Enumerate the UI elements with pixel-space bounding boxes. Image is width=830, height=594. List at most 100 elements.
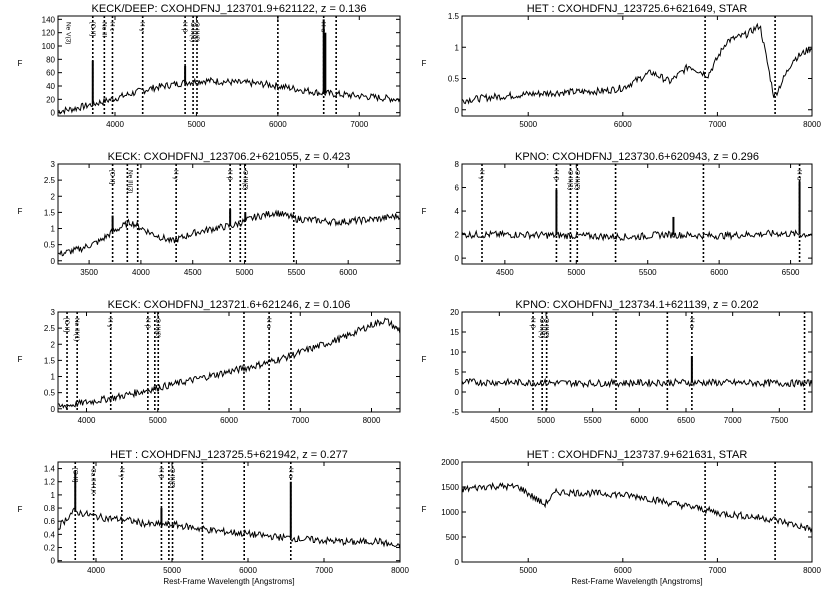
plot-frame (461, 311, 813, 413)
emission-line-label: H γ (172, 170, 179, 181)
y-tick-label: 15 (450, 328, 459, 337)
x-tick-label: 6000 (630, 416, 648, 425)
y-tick-label: 0 (455, 254, 460, 263)
x-tick-label: 7000 (291, 416, 309, 425)
y-tick-label: 0 (455, 558, 460, 567)
x-tick-label: 4500 (184, 268, 202, 277)
y-axis-label: F (422, 207, 427, 216)
x-tick-label: 7500 (770, 416, 788, 425)
y-tick-label: 1.5 (44, 356, 56, 365)
emission-line-label: Ne III(3) (127, 170, 134, 193)
x-tick-label: 6500 (782, 268, 800, 277)
panel-7: HET : CXOHDFNJ_123737.9+621631, STAR F 500… (422, 449, 822, 586)
emission-line-label: O III(2) (154, 318, 161, 338)
chart-title: KPNO: CXOHDFNJ_123730.6+620943, z = 0.29… (515, 151, 759, 163)
x-tick-label: 5000 (519, 566, 537, 575)
x-tick-label: 6000 (239, 566, 257, 575)
spectrum-line (58, 317, 400, 410)
emission-line-label: H α (688, 318, 695, 329)
emission-line-label: O III(1) (566, 170, 573, 190)
y-tick-label: 2 (51, 340, 56, 349)
emission-line-label: O III(2) (543, 318, 550, 338)
emission-line-label: [O II] (63, 318, 70, 332)
emission-line-label: Ne III(1) (73, 318, 80, 341)
chart-title: KECK: CXOHDFNJ_123721.6+621246, z = 0.10… (108, 299, 351, 311)
x-axis-label: Rest-Frame Wavelength [Angstroms] (571, 577, 702, 586)
plot-frame (461, 461, 813, 563)
plot-area (58, 462, 400, 562)
y-tick-label: 1.4 (44, 465, 56, 474)
y-tick-label: 1 (455, 43, 460, 52)
y-tick-label: 1.5 (44, 208, 56, 217)
y-tick-label: 40 (46, 82, 55, 91)
x-tick-label: 3500 (80, 268, 98, 277)
y-tick-label: 0.5 (44, 389, 56, 398)
x-tick-label: 7000 (709, 120, 727, 129)
x-tick-label: 8000 (391, 566, 409, 575)
emission-line-label: O III(2) (241, 170, 248, 190)
emission-line-label: H β (529, 318, 536, 329)
y-axis-label: F (18, 355, 23, 364)
y-axis-label: F (422, 505, 427, 514)
plot-area (462, 462, 812, 562)
emission-line-label: H α (265, 318, 272, 329)
spectrum-line (58, 209, 400, 257)
y-tick-label: 5 (455, 368, 460, 377)
chart-title: HET : CXOHDFNJ_123725.5+621942, z = 0.27… (110, 449, 348, 461)
emission-line-label: O III(2) (573, 170, 580, 190)
spectrum-line (462, 377, 812, 389)
y-tick-label: 6 (455, 184, 460, 193)
y-tick-label: 0 (455, 388, 460, 397)
y-tick-label: 1 (51, 373, 56, 382)
y-tick-label: 2.5 (44, 176, 56, 185)
y-tick-label: 2000 (441, 458, 459, 467)
y-tick-label: 0 (51, 405, 56, 414)
x-tick-label: 4000 (106, 120, 124, 129)
y-tick-label: 120 (42, 29, 56, 38)
x-tick-label: 8000 (803, 566, 821, 575)
x-axis-label: Rest-Frame Wavelength [Angstroms] (163, 577, 294, 586)
x-tick-label: 5000 (163, 566, 181, 575)
y-tick-label: 20 (450, 308, 459, 317)
chart-title: KPNO: CXOHDFNJ_123734.1+621139, z = 0.20… (515, 299, 758, 311)
plot-area (58, 16, 400, 116)
plot-frame (461, 163, 813, 265)
emission-line-label: H γ (139, 22, 146, 33)
spectrum-line (58, 507, 400, 550)
y-tick-label: 3 (51, 160, 56, 169)
x-tick-label: 5000 (236, 268, 254, 277)
y-tick-label: 500 (446, 533, 460, 542)
panel-2: KECK: CXOHDFNJ_123706.2+621055, z = 0.42… (18, 151, 401, 277)
x-tick-label: 7000 (724, 416, 742, 425)
y-tick-label: 10 (450, 348, 459, 357)
x-tick-label: 5000 (537, 416, 555, 425)
x-tick-label: 6000 (220, 416, 238, 425)
y-tick-label: 60 (46, 69, 55, 78)
x-tick-label: 8000 (363, 416, 381, 425)
panel-4: KECK: CXOHDFNJ_123721.6+621246, z = 0.10… (18, 299, 401, 425)
emission-line-label: H β (181, 22, 188, 33)
emission-line-label: H γ (118, 468, 125, 479)
y-tick-label: 80 (46, 55, 55, 64)
x-tick-label: 6500 (677, 416, 695, 425)
x-tick-label: 5000 (149, 416, 167, 425)
emission-line-label: H β (157, 468, 164, 479)
y-tick-label: 0.8 (44, 504, 56, 513)
plot-area (462, 164, 812, 264)
y-tick-label: 4 (455, 207, 460, 216)
y-tick-label: -5 (452, 408, 460, 417)
emission-line-label: H γ (107, 318, 114, 329)
spectrum-line (58, 76, 400, 115)
panel-6: HET : CXOHDFNJ_123725.5+621942, z = 0.27… (18, 449, 410, 586)
panel-5: KPNO: CXOHDFNJ_123734.1+621139, z = 0.20… (422, 299, 813, 425)
emission-line-label: H α (287, 468, 294, 479)
spectrum-line (462, 481, 812, 534)
emission-line-label: H γ (478, 170, 485, 181)
y-tick-label: 2.5 (44, 324, 56, 333)
x-tick-label: 7000 (709, 566, 727, 575)
emission-line-label: H β (226, 170, 233, 181)
plot-area (58, 164, 400, 264)
emission-line-label: H ε (108, 22, 115, 32)
x-tick-label: 6000 (339, 268, 357, 277)
